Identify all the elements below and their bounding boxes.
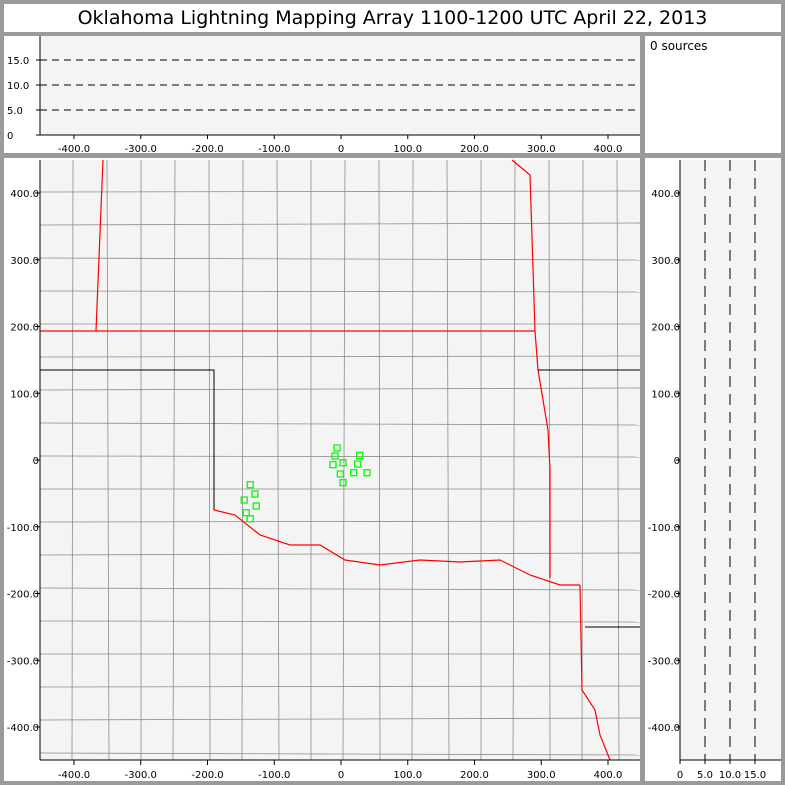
side-x-tick-label: 15.0 [744,770,766,781]
map-y-tick-label: 100.0 [10,389,39,400]
county-line [276,159,280,761]
county-line [378,159,381,761]
source-count-box: 0 sources [645,36,781,153]
map-y-tick-label: -100.0 [7,523,39,534]
top-x-tick-label: -100.0 [258,144,290,155]
map-y-tick-label: 200.0 [10,323,39,334]
lightning-source-marker [339,479,347,487]
lightning-source-marker [339,459,347,467]
lightning-source-marker [251,490,259,498]
source-count: 0 sources [650,39,708,53]
top-y-tick-label: 15.0 [7,56,29,67]
county-line [39,257,641,261]
county-line [39,355,641,358]
side-y-tick-label: -400.0 [648,723,680,734]
side-y-tick-label: -200.0 [648,590,680,601]
map-x-tick-label: -300.0 [125,770,157,781]
top-y-tick-label: 10.0 [7,81,29,92]
map-x-tick-label: 200.0 [460,770,489,781]
lightning-source-marker [363,469,371,477]
lightning-source-marker [246,515,254,523]
top-x-tick-label: 0 [338,144,344,155]
county-line [512,159,516,761]
county-line [411,159,414,761]
top-x-tick-label: 100.0 [393,144,422,155]
map-x-tick-label: 300.0 [527,770,556,781]
side-y-tick-label: 300.0 [651,256,680,267]
lightning-source-marker [336,470,344,478]
lightning-source-marker [356,451,364,459]
side-y-tick-label: -100.0 [648,523,680,534]
county-line [172,159,176,761]
county-line [71,159,74,761]
county-line [39,620,641,623]
county-line [39,717,641,721]
county-line [39,290,641,293]
county-line [39,190,641,193]
county-line [39,520,641,523]
county-line [39,587,641,591]
top-y-tick-label: 5.0 [7,106,23,117]
lightning-source-marker [333,444,341,452]
state-border [40,369,215,510]
top-x-tick-label: -400.0 [58,144,90,155]
map-x-tick-label: 100.0 [393,770,422,781]
lightning-source-marker [329,461,337,469]
map-y-tick-label: 300.0 [10,256,39,267]
county-lines [39,159,641,761]
map-x-tick-label: 400.0 [594,770,623,781]
map-x-tick-label: 0 [338,770,344,781]
county-line [39,387,641,391]
lightning-source-marker [354,460,362,468]
state-border [579,584,611,761]
side-y-tick-label: 0 [674,456,680,467]
state-borders [40,159,640,761]
side-y-tick-label: 100.0 [651,389,680,400]
top-x-tick-label: 400.0 [594,144,623,155]
map-y-tick-label: -300.0 [7,656,39,667]
lightning-source-marker [331,452,339,460]
map-y-tick-label: 400.0 [10,189,39,200]
side-y-tick-label: 400.0 [651,189,680,200]
top-x-tick-label: 200.0 [460,144,489,155]
side-y-tick-label: -300.0 [648,656,680,667]
lightning-source-marker [350,469,358,477]
map-y-tick-label: 0 [33,456,39,467]
map-y-tick-label: -200.0 [7,590,39,601]
map-y-tick-label: -400.0 [7,723,39,734]
lightning-source-marker [242,509,250,517]
side-x-tick-label: 5.0 [697,770,713,781]
map-x-tick-label: -100.0 [258,770,290,781]
state-border [213,509,580,586]
county-line [39,752,641,756]
top-x-tick-label: -300.0 [125,144,157,155]
top-y-tick-label: 0 [7,131,13,142]
lightning-source-marker [246,481,254,489]
county-line [39,455,641,458]
county-line [39,685,641,688]
side-y-tick-label: 200.0 [651,323,680,334]
top-x-tick-label: 300.0 [527,144,556,155]
county-line [208,159,211,761]
county-line [241,159,244,761]
county-line [39,222,641,226]
map-x-tick-label: -200.0 [191,770,223,781]
map-x-tick-label: -400.0 [58,770,90,781]
county-line [446,159,450,761]
top-x-tick-label: -200.0 [191,144,223,155]
side-x-tick-label: 0 [677,770,683,781]
state-border [95,159,104,332]
plot-title: Oklahoma Lightning Mapping Array 1100-12… [4,4,781,32]
lightning-source-marker [252,502,260,510]
county-line [39,422,641,426]
side-x-tick-label: 10.0 [719,770,741,781]
county-line [39,552,641,556]
county-line [106,159,110,761]
lightning-source-marker [240,496,248,504]
